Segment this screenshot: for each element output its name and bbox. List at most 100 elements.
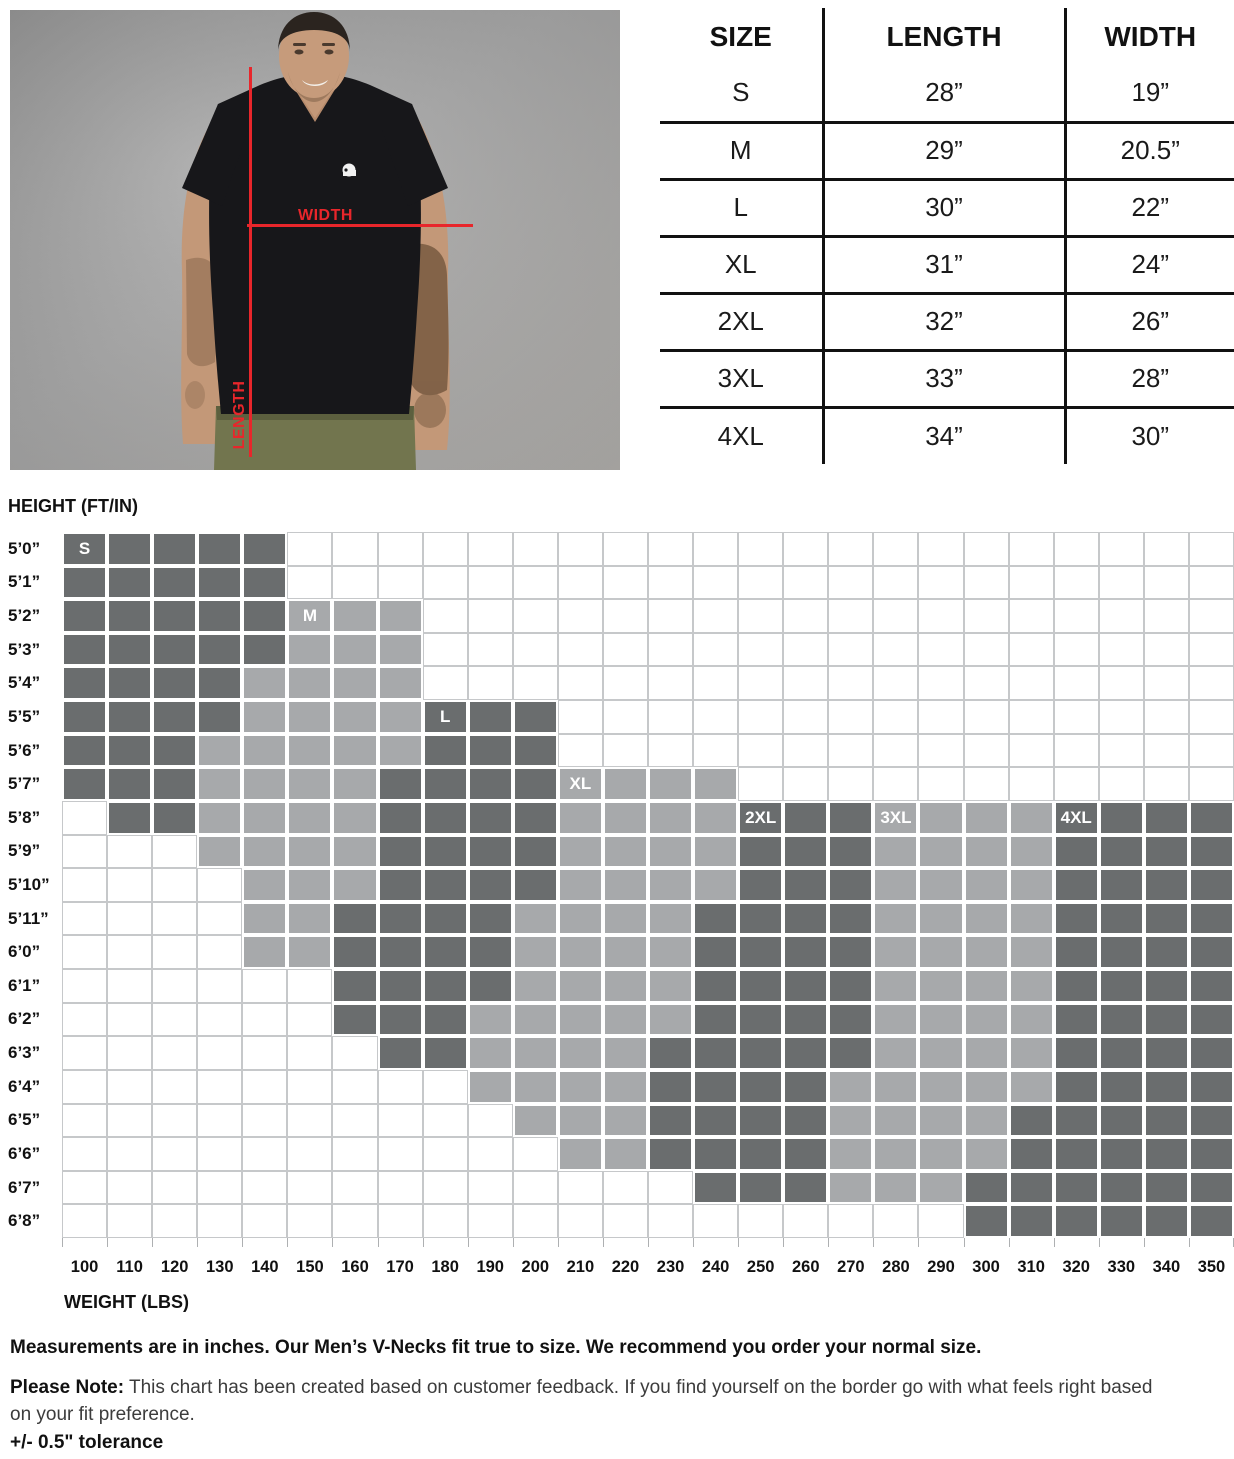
brand-logo bbox=[342, 163, 356, 177]
weight-tick-label: 120 bbox=[160, 1258, 189, 1276]
grid-cell bbox=[918, 532, 964, 566]
grid-cell bbox=[422, 969, 468, 1003]
grid-cell bbox=[828, 901, 874, 936]
grid-cell bbox=[1008, 1036, 1054, 1070]
grid-cell bbox=[963, 1137, 1009, 1171]
grid-cell bbox=[963, 834, 1009, 869]
weight-tick-label: 240 bbox=[701, 1258, 730, 1276]
grid-cell bbox=[557, 800, 603, 835]
table-header-row: SIZE LENGTH WIDTH bbox=[660, 8, 1234, 65]
table-cell: 2XL bbox=[660, 293, 825, 350]
grid-cell bbox=[467, 1002, 513, 1037]
grid-cell bbox=[963, 632, 1009, 667]
grid-cell bbox=[693, 767, 739, 801]
grid-cell bbox=[738, 666, 784, 701]
grid-cell bbox=[828, 733, 874, 768]
grid-cell bbox=[1188, 632, 1234, 667]
grid-cell bbox=[197, 733, 243, 768]
grid-cell bbox=[873, 969, 919, 1003]
grid-cell bbox=[783, 1103, 829, 1138]
grid-cell bbox=[918, 767, 964, 801]
height-tick-label: 5’1” bbox=[8, 572, 41, 592]
grid-cell bbox=[422, 1204, 468, 1238]
grid-cell bbox=[828, 700, 874, 734]
grid-cell bbox=[648, 733, 694, 768]
grid-cell bbox=[602, 1103, 648, 1138]
grid-cell bbox=[783, 733, 829, 768]
grid-ticks bbox=[62, 1238, 1234, 1247]
grid-cell bbox=[918, 1103, 964, 1138]
grid-cell bbox=[693, 1103, 739, 1138]
grid-cell bbox=[648, 1002, 694, 1037]
grid-cell bbox=[828, 1069, 874, 1104]
grid-cell bbox=[152, 969, 198, 1003]
grid-cell bbox=[1008, 565, 1054, 600]
grid-cell bbox=[152, 666, 198, 701]
grid-cell bbox=[873, 1170, 919, 1205]
height-tick-label: 5’5” bbox=[8, 706, 41, 726]
table-cell: L bbox=[660, 179, 825, 236]
grid-cell bbox=[873, 868, 919, 902]
grid-cell bbox=[377, 1069, 423, 1104]
grid-cell bbox=[1008, 800, 1054, 835]
grid-cell bbox=[152, 632, 198, 667]
grid-cell bbox=[422, 1103, 468, 1138]
grid-cell bbox=[1143, 1002, 1189, 1037]
grid-cell bbox=[107, 935, 153, 970]
table-cell: 24” bbox=[1131, 249, 1170, 279]
grid-cell bbox=[783, 599, 829, 633]
grid-cell bbox=[1143, 834, 1189, 869]
grid-cell bbox=[873, 1036, 919, 1070]
grid-cell bbox=[512, 1002, 558, 1037]
grid-cell bbox=[377, 1137, 423, 1171]
grid-cell bbox=[1053, 935, 1099, 970]
tick-mark bbox=[1053, 1238, 1099, 1247]
grid-cell bbox=[1143, 700, 1189, 734]
height-tick-label: 5’3” bbox=[8, 639, 41, 659]
weight-tick-label: 310 bbox=[1017, 1258, 1045, 1276]
grid-cell bbox=[512, 700, 558, 734]
grid-cell bbox=[1098, 935, 1144, 970]
grid-cell bbox=[602, 868, 648, 902]
grid-cell bbox=[873, 935, 919, 970]
table-header-cell: WIDTH bbox=[1104, 20, 1197, 52]
grid-cell bbox=[152, 800, 198, 835]
grid-cell bbox=[467, 969, 513, 1003]
grid-cell bbox=[107, 1069, 153, 1104]
grid-cell bbox=[107, 1170, 153, 1205]
grid-cell bbox=[422, 666, 468, 701]
grid-cell bbox=[467, 1137, 513, 1171]
grid-cell bbox=[1008, 834, 1054, 869]
grid-cell bbox=[602, 532, 648, 566]
grid-cell bbox=[377, 800, 423, 835]
height-tick-label: 5’7” bbox=[8, 774, 41, 794]
grid-cell bbox=[1188, 834, 1234, 869]
grid-cell bbox=[377, 733, 423, 768]
grid-cell bbox=[107, 1103, 153, 1138]
grid-cell bbox=[512, 1103, 558, 1138]
grid-cell bbox=[422, 901, 468, 936]
tick-mark bbox=[62, 1238, 107, 1247]
grid-cell bbox=[422, 565, 468, 600]
grid-cell bbox=[602, 666, 648, 701]
grid-cell bbox=[1143, 565, 1189, 600]
grid-cell bbox=[557, 969, 603, 1003]
grid-cell bbox=[648, 868, 694, 902]
grid-cell bbox=[467, 834, 513, 869]
grid-cell bbox=[602, 800, 648, 835]
grid-cell bbox=[1053, 1069, 1099, 1104]
grid-cell bbox=[62, 1103, 108, 1138]
grid-cell bbox=[512, 1036, 558, 1070]
tick-mark bbox=[963, 1238, 1009, 1247]
grid-cell bbox=[62, 1069, 108, 1104]
grid-cell bbox=[557, 1103, 603, 1138]
grid-cell bbox=[467, 666, 513, 701]
table-row: S 28” 19” bbox=[660, 65, 1234, 122]
grid-cell bbox=[557, 868, 603, 902]
grid-cell bbox=[738, 532, 784, 566]
grid-cell bbox=[557, 1204, 603, 1238]
grid-cell bbox=[287, 800, 333, 835]
grid-cell bbox=[287, 1069, 333, 1104]
grid-cell bbox=[783, 969, 829, 1003]
grid-cell bbox=[62, 1204, 108, 1238]
